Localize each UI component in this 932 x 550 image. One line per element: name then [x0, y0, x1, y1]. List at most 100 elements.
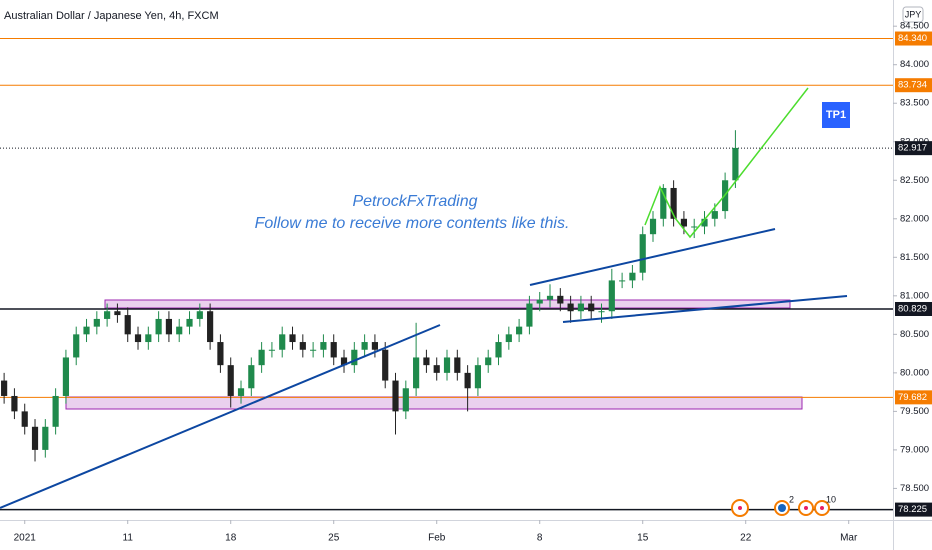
y-tick-label: 82.000: [900, 213, 929, 224]
candle-body: [443, 357, 451, 373]
candle-body: [289, 334, 296, 343]
candle-body: [361, 342, 368, 350]
x-tick-label: 25: [328, 533, 340, 544]
currency-box: [902, 6, 924, 23]
event-flag: [778, 504, 786, 512]
candle-body: [134, 334, 142, 343]
candle-body: [310, 349, 317, 351]
candle-body: [413, 357, 420, 389]
event-count: 10: [826, 494, 836, 504]
level-label-box: [895, 301, 932, 316]
level-label: 78.225: [898, 504, 927, 515]
candle-body: [464, 372, 471, 389]
candle-body: [639, 234, 646, 273]
candle-body: [155, 318, 162, 335]
candle-body: [165, 318, 173, 335]
candle-body: [42, 426, 49, 450]
level-label: 82.917: [898, 143, 927, 154]
candle-body: [21, 411, 28, 427]
candle-body: [299, 342, 306, 350]
candle-body: [454, 357, 461, 373]
y-tick-label: 80.000: [900, 367, 929, 378]
y-tick-label: 80.500: [900, 329, 929, 340]
candle-body: [11, 395, 18, 412]
candle-body: [52, 395, 59, 427]
candle-body: [433, 365, 440, 373]
candle-body: [31, 426, 39, 450]
level-label-box: [895, 141, 932, 156]
support-zone: [65, 396, 803, 410]
currency: JPY: [905, 9, 922, 19]
y-tick-label: 83.500: [900, 98, 929, 109]
candle-body: [423, 357, 430, 366]
y-tick-label: 82.500: [900, 175, 929, 186]
candle-body: [93, 318, 100, 327]
target-label: TP1: [826, 109, 846, 121]
candle-body: [691, 226, 698, 228]
candle-body: [660, 187, 667, 219]
candle-body: [495, 342, 502, 358]
candle-body: [268, 349, 276, 351]
candle-body: [62, 357, 70, 396]
y-tick-label: 79.000: [900, 444, 929, 455]
level-label: 83.734: [898, 80, 927, 91]
candle-body: [320, 342, 327, 350]
candle-body: [567, 303, 574, 312]
candle-body: [382, 349, 389, 381]
candle-body: [402, 388, 409, 412]
drawings: TP1: [0, 87, 850, 509]
x-tick-label: 22: [740, 533, 752, 544]
trend-line: [562, 295, 848, 323]
candle-body: [557, 295, 564, 304]
candle-body: [104, 311, 111, 319]
candle-body: [680, 218, 688, 227]
candle-body: [711, 211, 718, 219]
candle-body: [546, 295, 554, 300]
candle-body: [1, 380, 8, 396]
candle-body: [217, 342, 224, 366]
candle-body: [670, 187, 677, 219]
level-label-box: [895, 502, 932, 517]
level-label-box: [895, 78, 932, 93]
x-tick-label: Feb: [428, 533, 446, 544]
candle-body: [248, 365, 255, 389]
candle-body: [629, 272, 636, 281]
candle-body: [392, 380, 399, 412]
candle-body: [227, 365, 234, 396]
candle-body: [608, 280, 615, 312]
target-callout: [810, 90, 850, 128]
resistance-zone: [104, 299, 791, 309]
y-tick-label: 78.500: [900, 483, 929, 494]
candle-body: [732, 147, 739, 181]
candle-body: [73, 334, 80, 358]
candle-body: [124, 315, 131, 335]
event-icons: 2 10: [731, 494, 836, 517]
candle-body: [505, 334, 512, 343]
candle-body: [577, 303, 585, 312]
y-tick-label: 81.500: [900, 252, 929, 263]
x-tick-label: 18: [225, 533, 237, 544]
candle-body: [176, 326, 183, 335]
projection-path: [644, 87, 809, 239]
candle-body: [237, 388, 245, 396]
y-tick-label: 81.000: [900, 290, 929, 301]
y-tick-label: 84.500: [900, 21, 929, 32]
candle-body: [526, 303, 533, 327]
candle-body: [196, 311, 203, 319]
x-tick-label: 8: [537, 533, 543, 544]
level-label-box: [895, 31, 932, 46]
candle-body: [340, 357, 348, 366]
x-tick-label: Mar: [840, 533, 858, 544]
x-tick-label: 11: [123, 533, 134, 544]
trend-line: [0, 324, 441, 509]
candle-body: [598, 311, 605, 313]
x-tick-label: 2021: [14, 533, 37, 544]
event-dot: [738, 506, 742, 510]
candle-body: [536, 299, 543, 304]
event-count: 2: [789, 494, 794, 504]
level-label: 80.829: [898, 304, 927, 315]
watermark: Follow me to receive more contents like …: [255, 215, 570, 232]
candle-body: [485, 357, 492, 366]
level-label: 84.340: [898, 33, 927, 44]
